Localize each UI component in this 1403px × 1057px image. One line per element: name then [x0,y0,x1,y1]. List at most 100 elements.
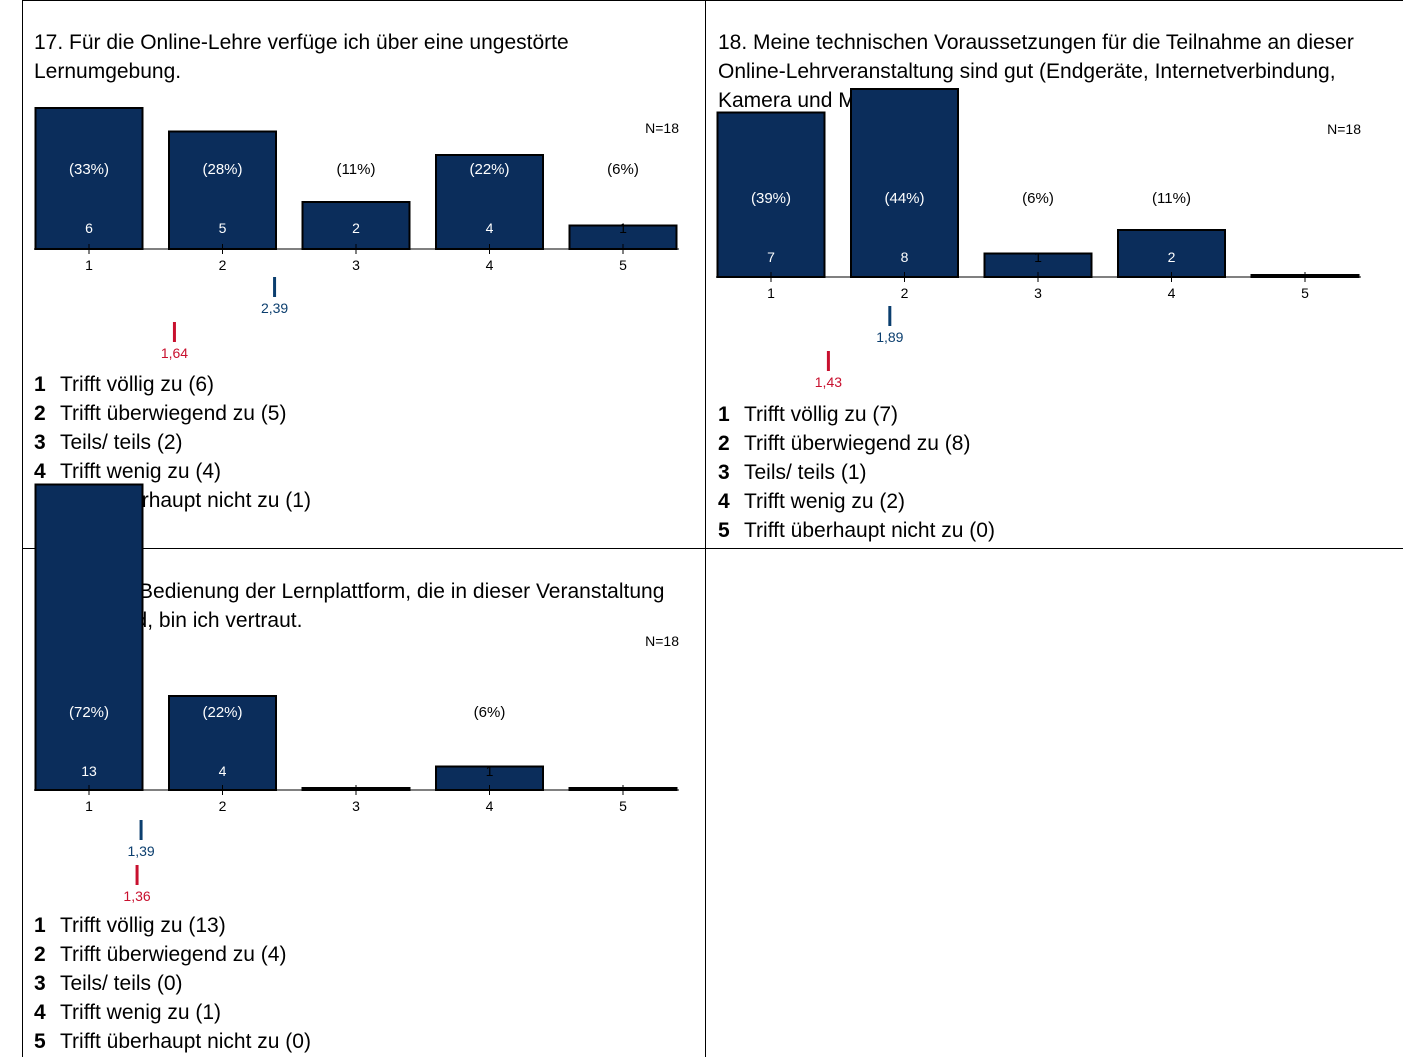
median-label: 1,36 [123,888,150,904]
legend-number: 3 [34,431,46,454]
bar [168,130,277,250]
column-divider [705,0,706,1057]
row-divider [22,548,1403,549]
x-tick-label: 5 [1301,285,1309,301]
count-label: 4 [219,763,227,779]
legend-number: 2 [718,432,730,455]
bar [34,483,144,791]
legend-text: Trifft wenig zu (1) [60,1001,222,1024]
x-tick-label: 4 [486,798,494,814]
count-label: 4 [486,220,494,236]
x-tick-label: 3 [1034,285,1042,301]
legend-item: 4 Trifft wenig zu (1) [34,998,311,1027]
legend-item: 3 Teils/ teils (0) [34,969,311,998]
legend-number: 3 [718,461,730,484]
x-tick-label: 5 [619,257,627,273]
legend-number: 3 [34,972,46,995]
question-panel-19: 19. Mit der Bedienung der Lernplattform,… [22,483,705,1057]
x-tick-label: 2 [901,285,909,301]
legend-number: 2 [34,402,46,425]
legend-number: 5 [718,519,730,542]
legend-item: 2 Trifft überwiegend zu (5) [34,399,311,428]
legend-number: 1 [34,914,46,937]
legend-text: Trifft wenig zu (2) [744,490,906,513]
legend: 1 Trifft völlig zu (13) 2 Trifft überwiege… [34,911,311,1056]
legend-item: 1 Trifft völlig zu (7) [718,400,995,429]
legend-text: Trifft wenig zu (4) [60,460,222,483]
x-tick-label: 3 [352,798,360,814]
page-grid [22,0,1403,1057]
mean-label: 2,39 [261,300,288,316]
x-tick-label: 1 [85,257,93,273]
percent-label: (28%) [202,161,242,178]
legend-item: 5 Trifft überhaupt nicht zu (0) [34,1027,311,1056]
count-label: 2 [352,220,360,236]
legend-text: Trifft völlig zu (7) [744,403,899,426]
legend-text: Trifft überhaupt nicht zu (0) [744,519,995,542]
x-tick-label: 4 [486,257,494,273]
x-tick-label: 2 [219,257,227,273]
count-label: 2 [1168,249,1176,265]
percent-label: (22%) [469,161,509,178]
count-label: 1 [486,763,494,779]
legend-text: Trifft völlig zu (13) [60,914,226,937]
percent-label: (6%) [1022,190,1054,207]
legend-text: Trifft völlig zu (6) [60,373,215,396]
legend-text: Trifft überhaupt nicht zu (0) [60,1030,311,1053]
bar [168,695,277,791]
x-tick-label: 4 [1168,285,1176,301]
question-title: 17. Für die Online-Lehre verfüge ich übe… [34,31,569,83]
count-label: 8 [901,249,909,265]
bar-chart: N=18 1 2 3 4 5 (72%) (22%) (6%) 13 4 1 1,39 1,36 [34,483,679,904]
legend-item: 1 Trifft völlig zu (6) [34,370,311,399]
bar-chart: N=18 1 2 3 4 5 (39%) (44%) (6%) (11%) 7 8 1 2 1,89 1,43 [716,88,1361,390]
bar [34,107,144,250]
legend-item: 3 Teils/ teils (1) [718,458,995,487]
bar [301,201,411,250]
question-panel-17: 17. Für die Online-Lehre verfüge ich übe… [22,0,705,548]
count-label: 6 [85,220,93,236]
count-label: 5 [219,220,227,236]
bar [1117,229,1226,278]
legend-text: Teils/ teils (2) [60,431,183,454]
bar-chart: N=18 1 2 3 4 5 (33%) (28%) (11%) (22%) (6%) 6 5 2 4 1 2,… [34,107,679,361]
x-tick-label: 1 [767,285,775,301]
percent-label: (44%) [884,190,924,207]
percent-label: (33%) [69,161,109,178]
x-tick-label: 2 [219,798,227,814]
percent-label: (72%) [69,704,109,721]
legend-item: 4 Trifft wenig zu (2) [718,487,995,516]
legend-text: Trifft überwiegend zu (5) [60,402,287,425]
legend-item: 2 Trifft überwiegend zu (4) [34,940,311,969]
x-tick-label: 3 [352,257,360,273]
legend-number: 1 [718,403,730,426]
count-label: 13 [81,763,97,779]
legend-item: 2 Trifft überwiegend zu (8) [718,429,995,458]
n-label: N=18 [645,120,679,136]
count-label: 1 [619,220,627,236]
percent-label: (6%) [474,704,506,721]
legend-text: Trifft überwiegend zu (4) [60,943,287,966]
legend-text: Teils/ teils (1) [744,461,867,484]
question-panel-18: 18. Meine technischen Voraussetzungen fü… [706,0,1386,548]
bar [850,88,959,278]
legend-text: Teils/ teils (0) [60,972,183,995]
count-label: 7 [767,249,775,265]
bar [435,154,544,250]
mean-label: 1,89 [876,329,903,345]
mean-label: 1,39 [127,843,154,859]
percent-label: (39%) [751,190,791,207]
legend-item: 5 Trifft überhaupt nicht zu (0) [718,516,995,545]
count-label: 1 [1034,249,1042,265]
percent-label: (11%) [337,161,376,178]
legend: 1 Trifft völlig zu (7) 2 Trifft überwiegen… [718,400,995,545]
legend-number: 5 [34,1030,46,1053]
bar [716,111,826,278]
percent-label: (22%) [202,704,242,721]
median-label: 1,64 [161,345,188,361]
x-tick-label: 5 [619,798,627,814]
legend-item: 3 Teils/ teils (2) [34,428,311,457]
legend-number: 4 [34,1001,46,1024]
legend-number: 4 [34,460,46,483]
n-label: N=18 [645,633,679,649]
